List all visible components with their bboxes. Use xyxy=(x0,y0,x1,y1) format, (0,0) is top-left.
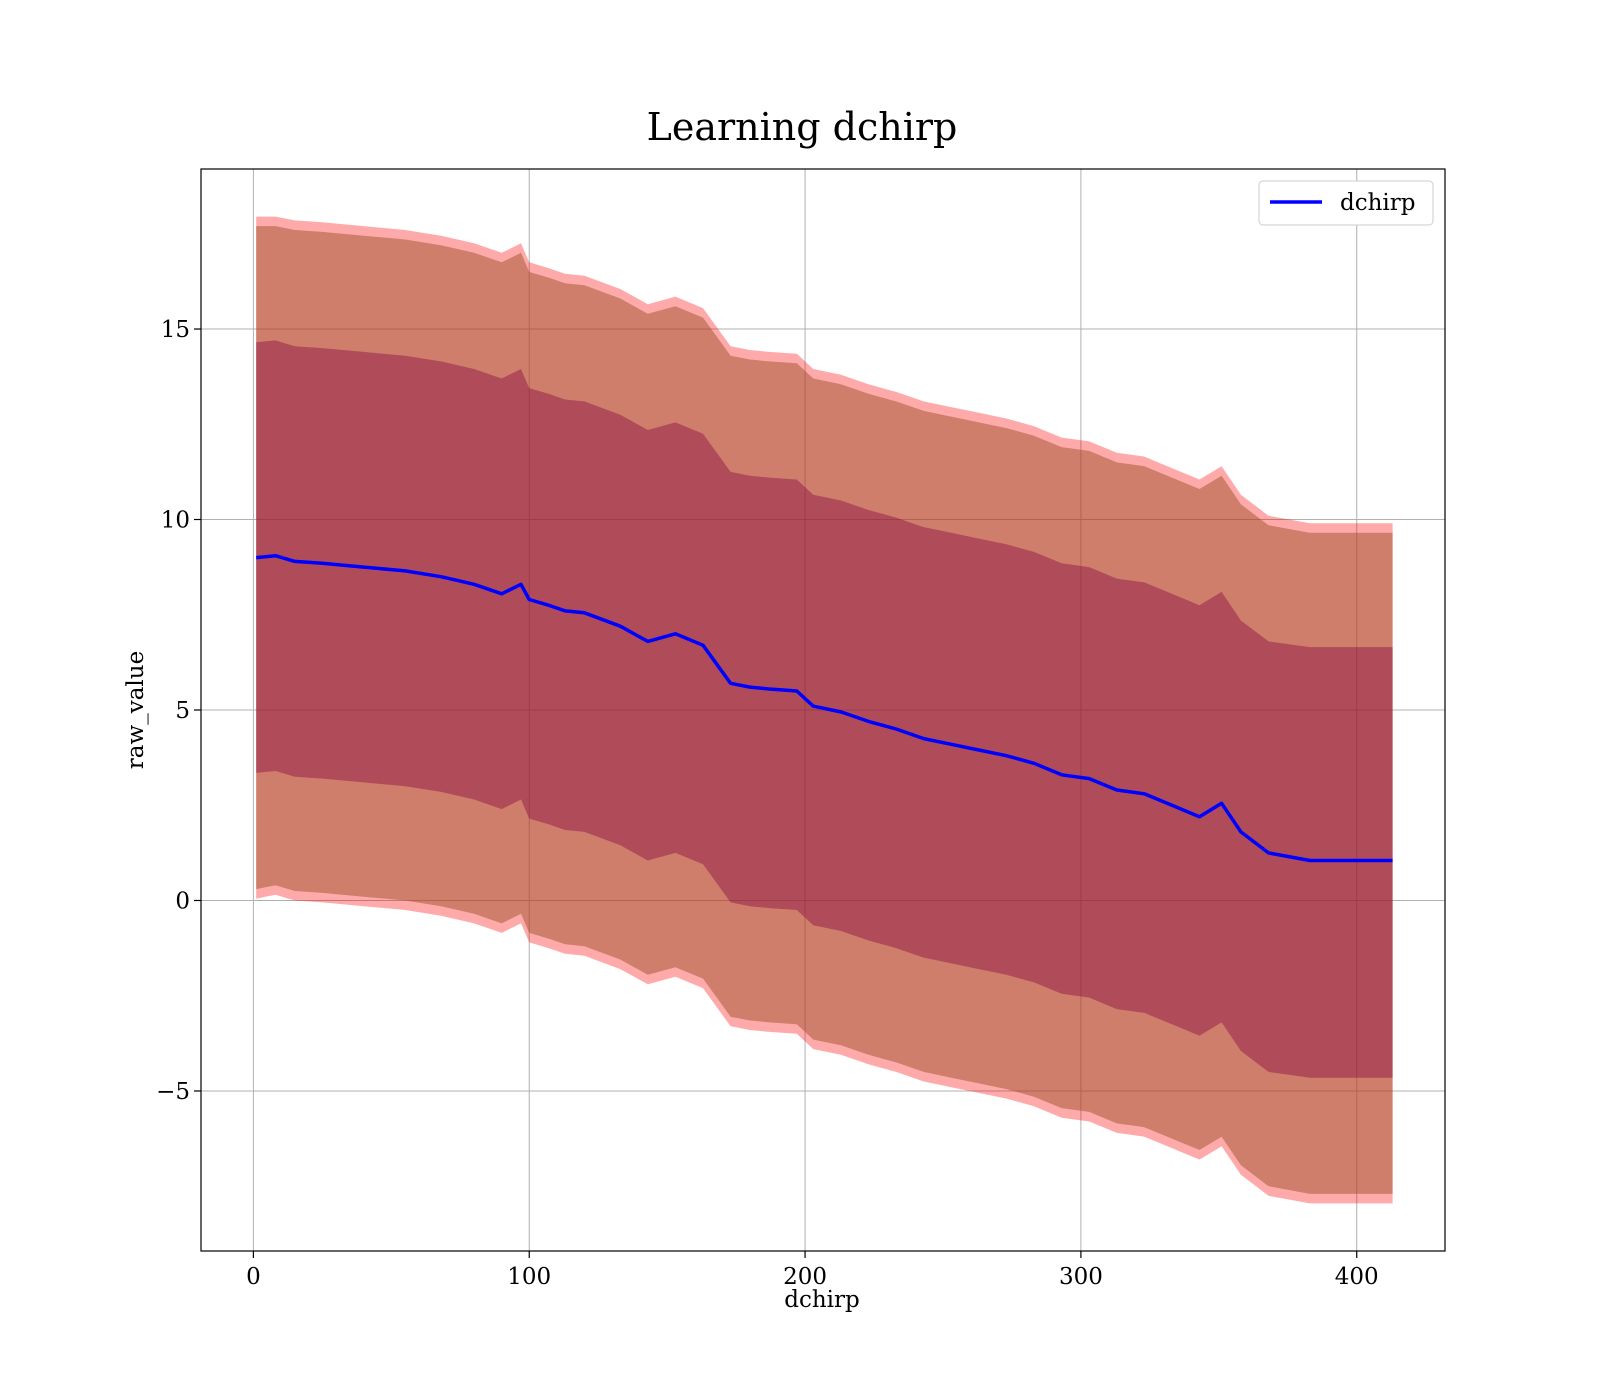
x-tick-label: 0 xyxy=(246,1264,261,1290)
x-tick-label: 400 xyxy=(1335,1264,1379,1290)
series-lines xyxy=(256,553,1393,863)
y-tick-label: −5 xyxy=(156,1079,190,1105)
x-tick-label: 200 xyxy=(783,1264,827,1290)
axis-ticks: 0 100 200 300 400 −5 0 5 10 15 xyxy=(156,317,1379,1290)
legend-box xyxy=(1258,180,1434,226)
x-tick-label: 300 xyxy=(1059,1264,1103,1290)
x-axis-label: dchirp xyxy=(784,1287,860,1313)
legend-label-dchirp: dchirp xyxy=(1340,190,1416,216)
y-tick-label: 10 xyxy=(161,508,190,534)
y-axis-label: raw_value xyxy=(123,651,149,769)
legend: dchirp xyxy=(1258,180,1434,226)
y-tick-label: 15 xyxy=(161,317,190,343)
y-tick-label: 0 xyxy=(175,888,190,914)
y-tick-label: 5 xyxy=(175,698,190,724)
chart-title: Learning dchirp xyxy=(647,105,958,149)
x-tick-label: 100 xyxy=(507,1264,551,1290)
series-line-dchirp xyxy=(256,553,1393,863)
